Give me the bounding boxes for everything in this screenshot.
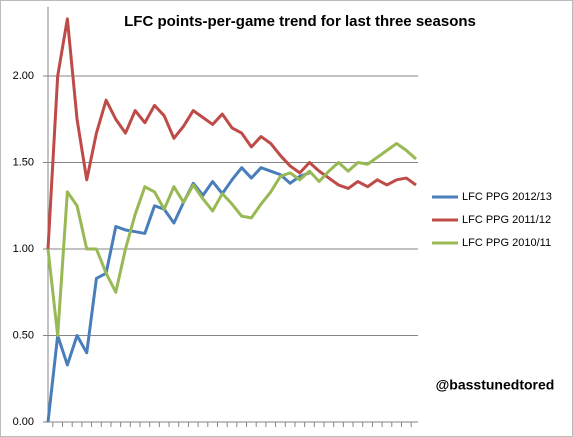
series-line	[46, 141, 417, 337]
legend-label: LFC PPG 2010/11	[462, 237, 551, 249]
series-line	[46, 17, 417, 250]
y-tick-label: 0.00	[13, 416, 34, 428]
watermark: @basstunedtored	[436, 377, 555, 393]
chart-title: LFC points-per-game trend for last three…	[124, 13, 476, 30]
legend-label: LFC PPG 2011/12	[462, 214, 551, 226]
series-line	[46, 166, 310, 423]
y-tick-label: 0.50	[13, 329, 34, 341]
y-tick-label: 1.00	[13, 243, 34, 255]
y-tick-label: 2.00	[13, 70, 34, 82]
y-tick-label: 1.50	[13, 156, 34, 168]
legend-label: LFC PPG 2012/13	[462, 191, 552, 203]
